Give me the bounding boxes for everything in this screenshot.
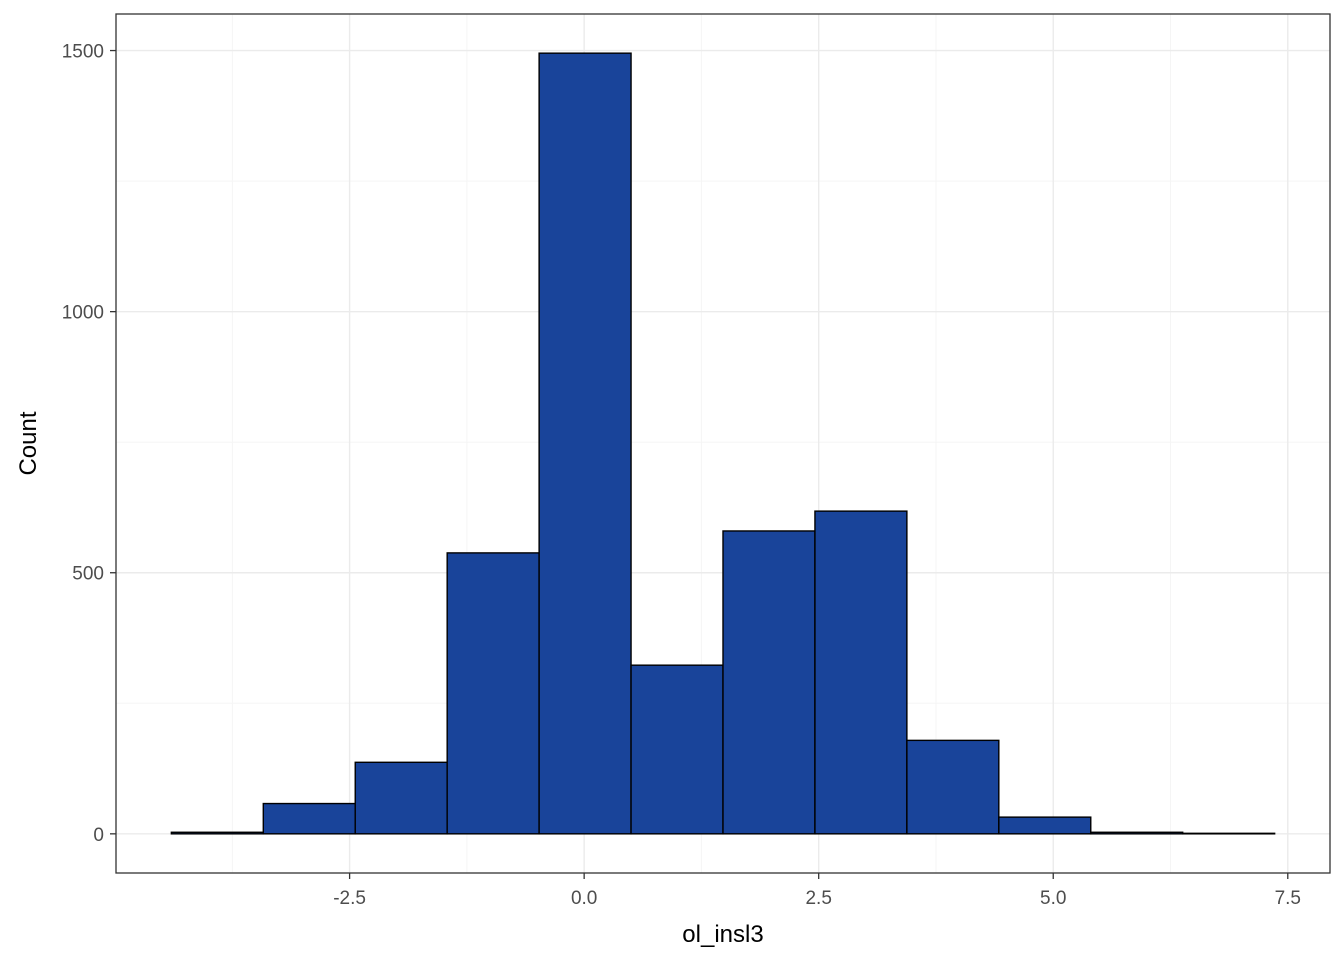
histogram-bars	[170, 52, 1276, 835]
histogram-bar-3	[446, 552, 540, 835]
histogram-bar-1	[262, 802, 356, 835]
x-tick-label: 5.0	[1040, 888, 1066, 909]
x-tick-label: -2.5	[333, 888, 366, 909]
x-tick-label: 7.5	[1275, 888, 1301, 909]
histogram-bar-10	[1090, 831, 1184, 835]
histogram-bar-0	[170, 831, 264, 835]
histogram-bar-2	[354, 761, 448, 835]
histogram-bar-9	[998, 816, 1092, 835]
x-tick-label: 0.0	[571, 888, 597, 909]
y-tick-label: 0	[93, 825, 104, 846]
histogram-bar-7	[814, 510, 908, 835]
axis-ticks: -2.5 0.0 2.5 5.0 7.5 0 500 1000 1500	[62, 42, 1301, 909]
histogram-bar-11	[1182, 832, 1276, 835]
x-tick-label: 2.5	[805, 888, 831, 909]
y-axis-title: Count	[15, 411, 42, 475]
x-axis-title: ol_insl3	[682, 921, 763, 948]
panel-border	[115, 13, 1331, 874]
histogram-bar-4	[538, 52, 632, 835]
y-tick-label: 500	[72, 564, 104, 585]
histogram-bar-5	[630, 664, 724, 835]
y-tick-label: 1000	[62, 303, 104, 324]
histogram-bar-6	[722, 530, 816, 835]
y-tick-label: 1500	[62, 42, 104, 63]
histogram-bar-8	[906, 739, 1000, 835]
